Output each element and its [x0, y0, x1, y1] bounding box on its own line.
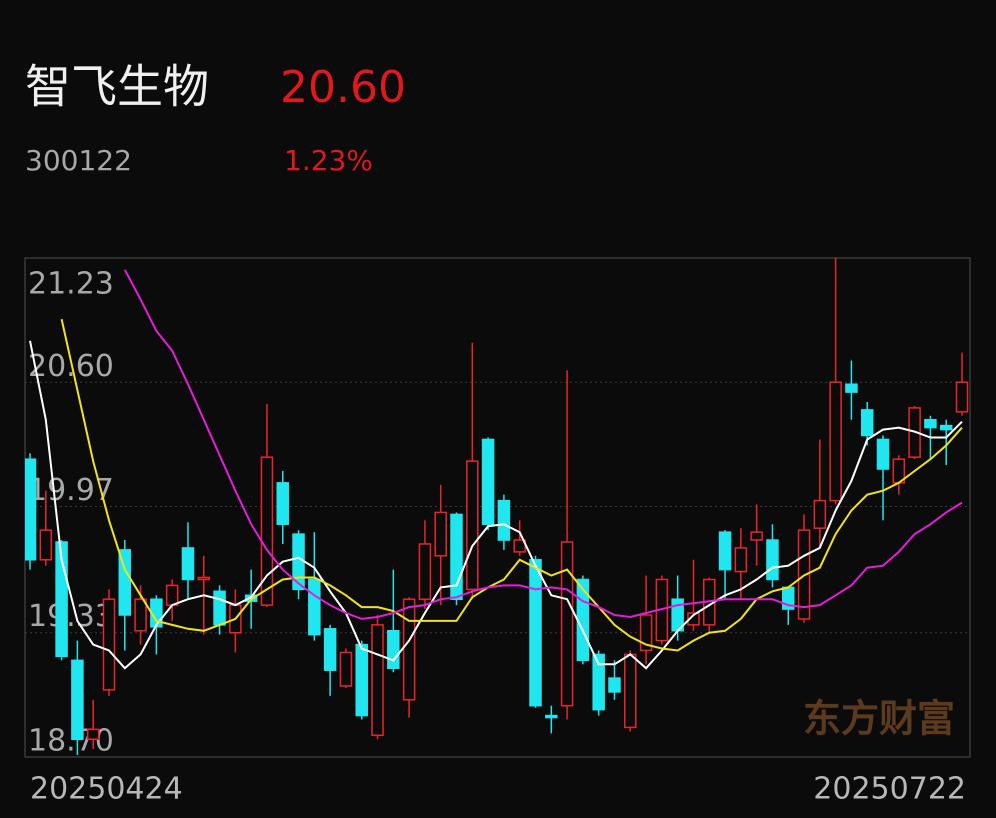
moving-average-line [60, 318, 963, 652]
candle-body [750, 531, 763, 541]
candle-body [497, 499, 511, 541]
candle-body [197, 576, 211, 581]
x-tick-label: 20250424 [30, 772, 183, 807]
x-tick-label: 20250722 [813, 772, 966, 807]
candle-body [545, 714, 558, 719]
candle-body [25, 458, 37, 561]
candle-body [55, 541, 68, 658]
candle-body [608, 677, 621, 693]
candle-body [71, 659, 84, 740]
y-tick-label: 19.97 [28, 473, 114, 508]
stock-code: 300122 [25, 144, 132, 177]
candle-body [924, 418, 937, 429]
candle-body [434, 511, 447, 557]
candle-body [813, 499, 827, 529]
candle-body [481, 438, 495, 526]
candle-body [39, 529, 53, 561]
candle-body [450, 513, 463, 600]
candle-body [213, 590, 226, 626]
candle-body [529, 559, 542, 707]
candle-body [592, 653, 605, 711]
moving-average-line [123, 269, 963, 620]
candle-body [402, 598, 416, 701]
candle-body [134, 598, 147, 632]
candle-body [860, 409, 874, 437]
candle-body [387, 630, 400, 669]
candle-body [718, 531, 732, 571]
y-tick-label: 19.33 [28, 599, 114, 634]
candle-body [955, 381, 969, 413]
candle-body [165, 584, 179, 606]
candle-body [355, 643, 368, 717]
y-tick-label: 20.60 [28, 349, 114, 384]
stock-change: 1.23% [284, 144, 373, 177]
candle-body [308, 578, 321, 636]
stock-name: 智飞生物 [25, 60, 209, 114]
candle-body [639, 614, 653, 652]
y-tick-label: 18.70 [28, 724, 114, 759]
candle-body [939, 424, 953, 431]
candle-body [466, 460, 479, 591]
moving-average-line [29, 340, 963, 670]
y-tick-label: 21.23 [28, 267, 114, 302]
candle-body [734, 547, 748, 573]
candle-body [371, 624, 384, 737]
candle-body [102, 598, 116, 691]
candle-body [276, 482, 289, 526]
candle-body [86, 728, 100, 740]
candle-body [576, 578, 590, 662]
candle-body [766, 539, 779, 581]
candle-body [260, 456, 274, 606]
candle-body [845, 383, 858, 393]
candle-body [323, 628, 337, 671]
candle-body [624, 653, 637, 729]
candle-body [339, 651, 353, 687]
candle-body [876, 438, 890, 470]
candle-body [687, 612, 700, 626]
candle-body [118, 549, 132, 616]
candle-body [418, 543, 432, 600]
watermark: 东方财富 [803, 696, 955, 741]
stock-price: 20.60 [280, 62, 406, 113]
candle-body [829, 381, 842, 502]
candle-body [560, 541, 574, 707]
candle-body [181, 547, 195, 581]
plot [25, 258, 969, 756]
